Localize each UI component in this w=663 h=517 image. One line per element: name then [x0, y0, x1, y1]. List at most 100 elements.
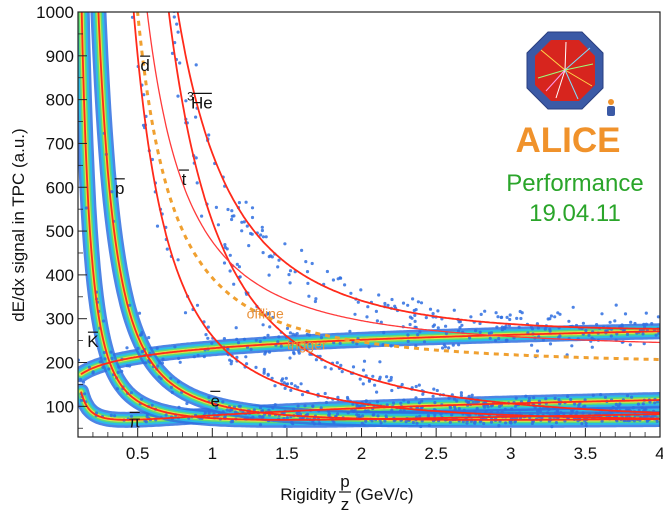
point-d-1-8756	[290, 382, 294, 386]
point-x-0-1396	[557, 398, 561, 402]
point-e-0-000511	[444, 331, 448, 336]
point-t-2-8089	[452, 397, 457, 401]
point-3he-2-8084	[494, 311, 498, 315]
point-k-0-4937	[311, 420, 315, 424]
point-x-0-1396	[553, 396, 557, 400]
point-3he-2-8084	[549, 314, 554, 318]
point-3he-2-8084	[460, 323, 464, 327]
point-k-0-4937	[285, 416, 289, 420]
point-e-0-000511	[351, 340, 355, 344]
point-t-2-8089	[503, 407, 507, 411]
point-3he-2-8084	[250, 206, 255, 210]
point-d-1-8756	[364, 399, 368, 403]
point-3he-2-8084	[406, 303, 410, 307]
x-tick-label-2: 2	[357, 444, 366, 463]
point-d-1-8756	[280, 379, 284, 383]
point-e-0-000511	[570, 344, 574, 348]
point-p-0-9383	[169, 376, 173, 380]
point-p-0-9383	[128, 303, 132, 307]
point-x-0-1396	[462, 408, 466, 412]
point-t-2-8089	[435, 388, 439, 393]
point-x-0-1396	[129, 414, 134, 418]
point-t-2-8089	[237, 265, 241, 269]
bethe-bloch-curves	[80, 12, 660, 421]
x-axis-title-numerator: p	[340, 472, 349, 491]
point-x-0-1396	[113, 414, 117, 418]
point-t-2-8089	[268, 325, 272, 329]
point-x-0-1396	[653, 401, 657, 405]
point-3he-2-8084	[304, 260, 308, 264]
point-x-0-1396	[358, 404, 362, 408]
point-3he-2-8084	[287, 273, 291, 277]
point-d-1-8756	[496, 411, 500, 415]
point-e-0-000511	[136, 346, 140, 350]
point-3he-2-8084	[468, 336, 472, 340]
point-p-0-9383	[292, 407, 296, 411]
point-t-2-8089	[598, 411, 602, 415]
point-3he-2-8084	[608, 320, 612, 324]
point-t-2-8089	[607, 411, 611, 415]
point-3he-2-8084	[628, 343, 632, 347]
point-x-0-1396	[614, 402, 618, 406]
point-k-0-4937	[376, 414, 380, 418]
point-x-0-1396	[398, 409, 403, 413]
point-x-0-1396	[78, 377, 83, 382]
point-3he-2-8084	[386, 303, 390, 307]
point-t-2-8089	[371, 374, 375, 378]
point-e-0-000511	[567, 319, 571, 323]
point-e-0-000511	[489, 331, 494, 335]
point-t-2-8089	[414, 384, 418, 389]
point-3he-2-8084	[240, 229, 244, 233]
point-x-0-1396	[296, 404, 300, 408]
point-k-0-4937	[101, 319, 106, 323]
point-x-0-1396	[457, 407, 461, 411]
point-e-0-000511	[590, 345, 594, 349]
point-3he-2-8084	[383, 301, 387, 306]
point-t-2-8089	[470, 393, 474, 397]
point-t-2-8089	[459, 393, 463, 398]
point-d-1-8756	[391, 401, 396, 405]
point-3he-2-8084	[230, 217, 234, 222]
point-3he-2-8084	[587, 333, 591, 337]
point-e-0-000511	[406, 339, 410, 343]
point-x-0-1396	[510, 407, 514, 411]
point-e-0-000511	[178, 360, 182, 364]
point-e-0-000511	[192, 355, 196, 359]
point-3he-2-8084	[613, 319, 617, 323]
point-x-0-1396	[603, 395, 608, 399]
x-axis-ticks: 0.5 1 1.5 2 2.5 3 3.5 4	[92, 428, 663, 463]
point-d-1-8756	[390, 408, 394, 413]
point-d-1-8756	[450, 413, 454, 417]
point-t-2-8089	[176, 94, 180, 98]
point-d-1-8756	[283, 386, 287, 390]
point-p-0-9383	[137, 311, 142, 315]
point-d-1-8756	[245, 362, 249, 366]
point-3he-2-8084	[595, 323, 599, 327]
point-3he-2-8084	[644, 311, 648, 315]
point-3he-2-8084	[343, 283, 347, 287]
point-p-0-9383	[584, 424, 588, 428]
point-x-0-1396	[631, 406, 636, 410]
point-p-0-9383	[185, 401, 189, 406]
point-p-0-9383	[418, 414, 422, 418]
y-axis-title: dE/dx signal in TPC (a.u.)	[9, 128, 28, 321]
point-d-1-8756	[355, 403, 359, 407]
point-e-0-000511	[235, 337, 239, 341]
point-x-0-1396	[109, 413, 113, 417]
point-d-1-8756	[244, 355, 248, 359]
point-d-1-8756	[518, 411, 522, 415]
point-d-1-8756	[293, 384, 297, 388]
point-p-0-9383	[159, 377, 163, 381]
point-p-0-9383	[140, 331, 144, 335]
point-e-0-000511	[81, 380, 86, 384]
point-3he-2-8084	[431, 312, 435, 316]
y-axis-ticks: 100 200 300 400 500 600 700 800 900 1000	[36, 3, 87, 429]
point-3he-2-8084	[356, 300, 360, 304]
point-3he-2-8084	[260, 225, 264, 229]
point-e-0-000511	[264, 350, 268, 354]
point-t-2-8089	[417, 401, 422, 405]
point-d-1-8756	[176, 258, 180, 262]
point-3he-2-8084	[313, 299, 317, 304]
plot-frame	[77, 11, 661, 438]
point-t-2-8089	[575, 410, 579, 414]
